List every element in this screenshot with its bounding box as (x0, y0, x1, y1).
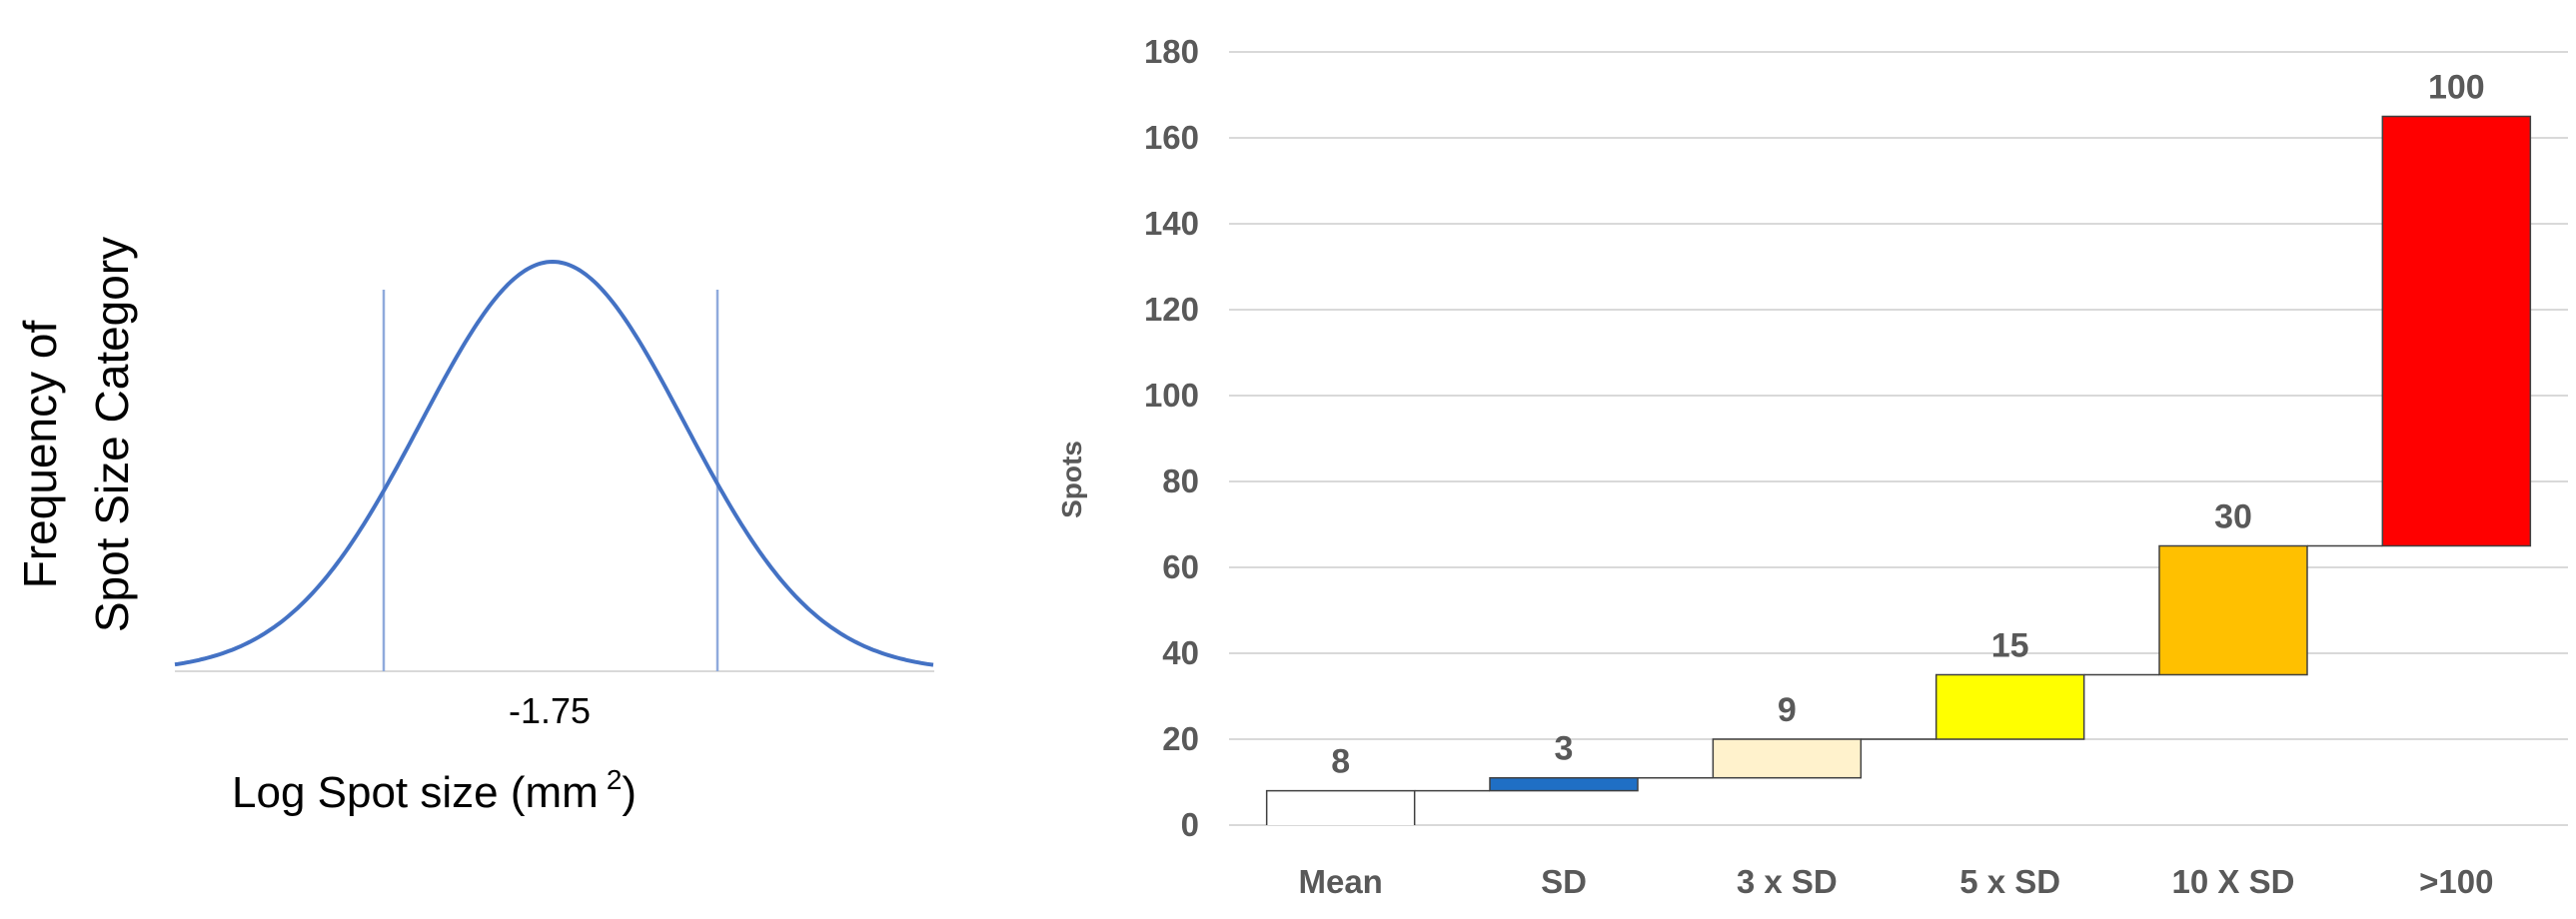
y-tick-labels: 0 20 40 60 80 100 120 140 160 180 (1144, 33, 1199, 843)
data-label: 100 (2428, 69, 2485, 107)
x-tick-label: SD (1541, 863, 1587, 900)
x-axis-label-sup: 2 (607, 764, 623, 795)
waterfall-chart: Spots 0 20 40 60 80 100 120 140 160 180 8 3 9 15 30 10… (1056, 33, 2568, 900)
data-label: 15 (1991, 627, 2029, 665)
y-tick-label: 40 (1162, 634, 1199, 671)
y-tick-label: 60 (1162, 548, 1199, 585)
x-tick-labels: Mean SD 3 x SD 5 x SD 10 X SD >100 (1298, 863, 2493, 900)
y-tick-label: 100 (1144, 377, 1199, 414)
data-label: 30 (2214, 498, 2252, 536)
y-tick-label: 140 (1144, 205, 1199, 242)
x-axis-label-end: ) (622, 768, 637, 817)
distribution-curve (174, 259, 934, 667)
data-label: 8 (1331, 743, 1350, 781)
y-axis-label-line1: Frequency of (14, 321, 66, 589)
bar-5 (2381, 115, 2532, 547)
x-tick-label: Mean (1298, 863, 1382, 900)
y-axis-label: Spots (1056, 441, 1087, 518)
bar-1 (1489, 776, 1639, 792)
y-axis-label-line2: Spot Size Category (86, 237, 138, 632)
bar-2 (1712, 738, 1863, 779)
y-tick-label: 20 (1162, 720, 1199, 757)
x-tick-label: >100 (2419, 863, 2493, 900)
distribution-chart: Frequency of Spot Size Category -1.75 Lo… (14, 237, 934, 817)
y-tick-label: 180 (1144, 33, 1199, 70)
bar-0 (1265, 789, 1416, 825)
gridlines (1229, 51, 2568, 826)
x-tick-label: 10 X SD (2172, 863, 2295, 900)
y-tick-label: 0 (1181, 806, 1199, 843)
x-axis-label-main: Log Spot size (mm (232, 768, 599, 817)
bars (1265, 115, 2532, 825)
y-tick-label: 80 (1162, 462, 1199, 499)
x-axis-label: Log Spot size (mm 2) (232, 764, 637, 817)
x-tick-label: 5 x SD (1959, 863, 2060, 900)
data-labels: 8 3 9 15 30 100 (1331, 69, 2484, 781)
bar-4 (2158, 544, 2308, 676)
x-tick-label: 3 x SD (1737, 863, 1838, 900)
data-label: 3 (1555, 730, 1574, 768)
connector-lines (1414, 544, 2383, 792)
x-center-tick-label: -1.75 (509, 690, 591, 731)
bar-3 (1934, 673, 2085, 740)
y-tick-label: 160 (1144, 119, 1199, 156)
y-tick-label: 120 (1144, 291, 1199, 328)
data-label: 9 (1778, 691, 1797, 729)
